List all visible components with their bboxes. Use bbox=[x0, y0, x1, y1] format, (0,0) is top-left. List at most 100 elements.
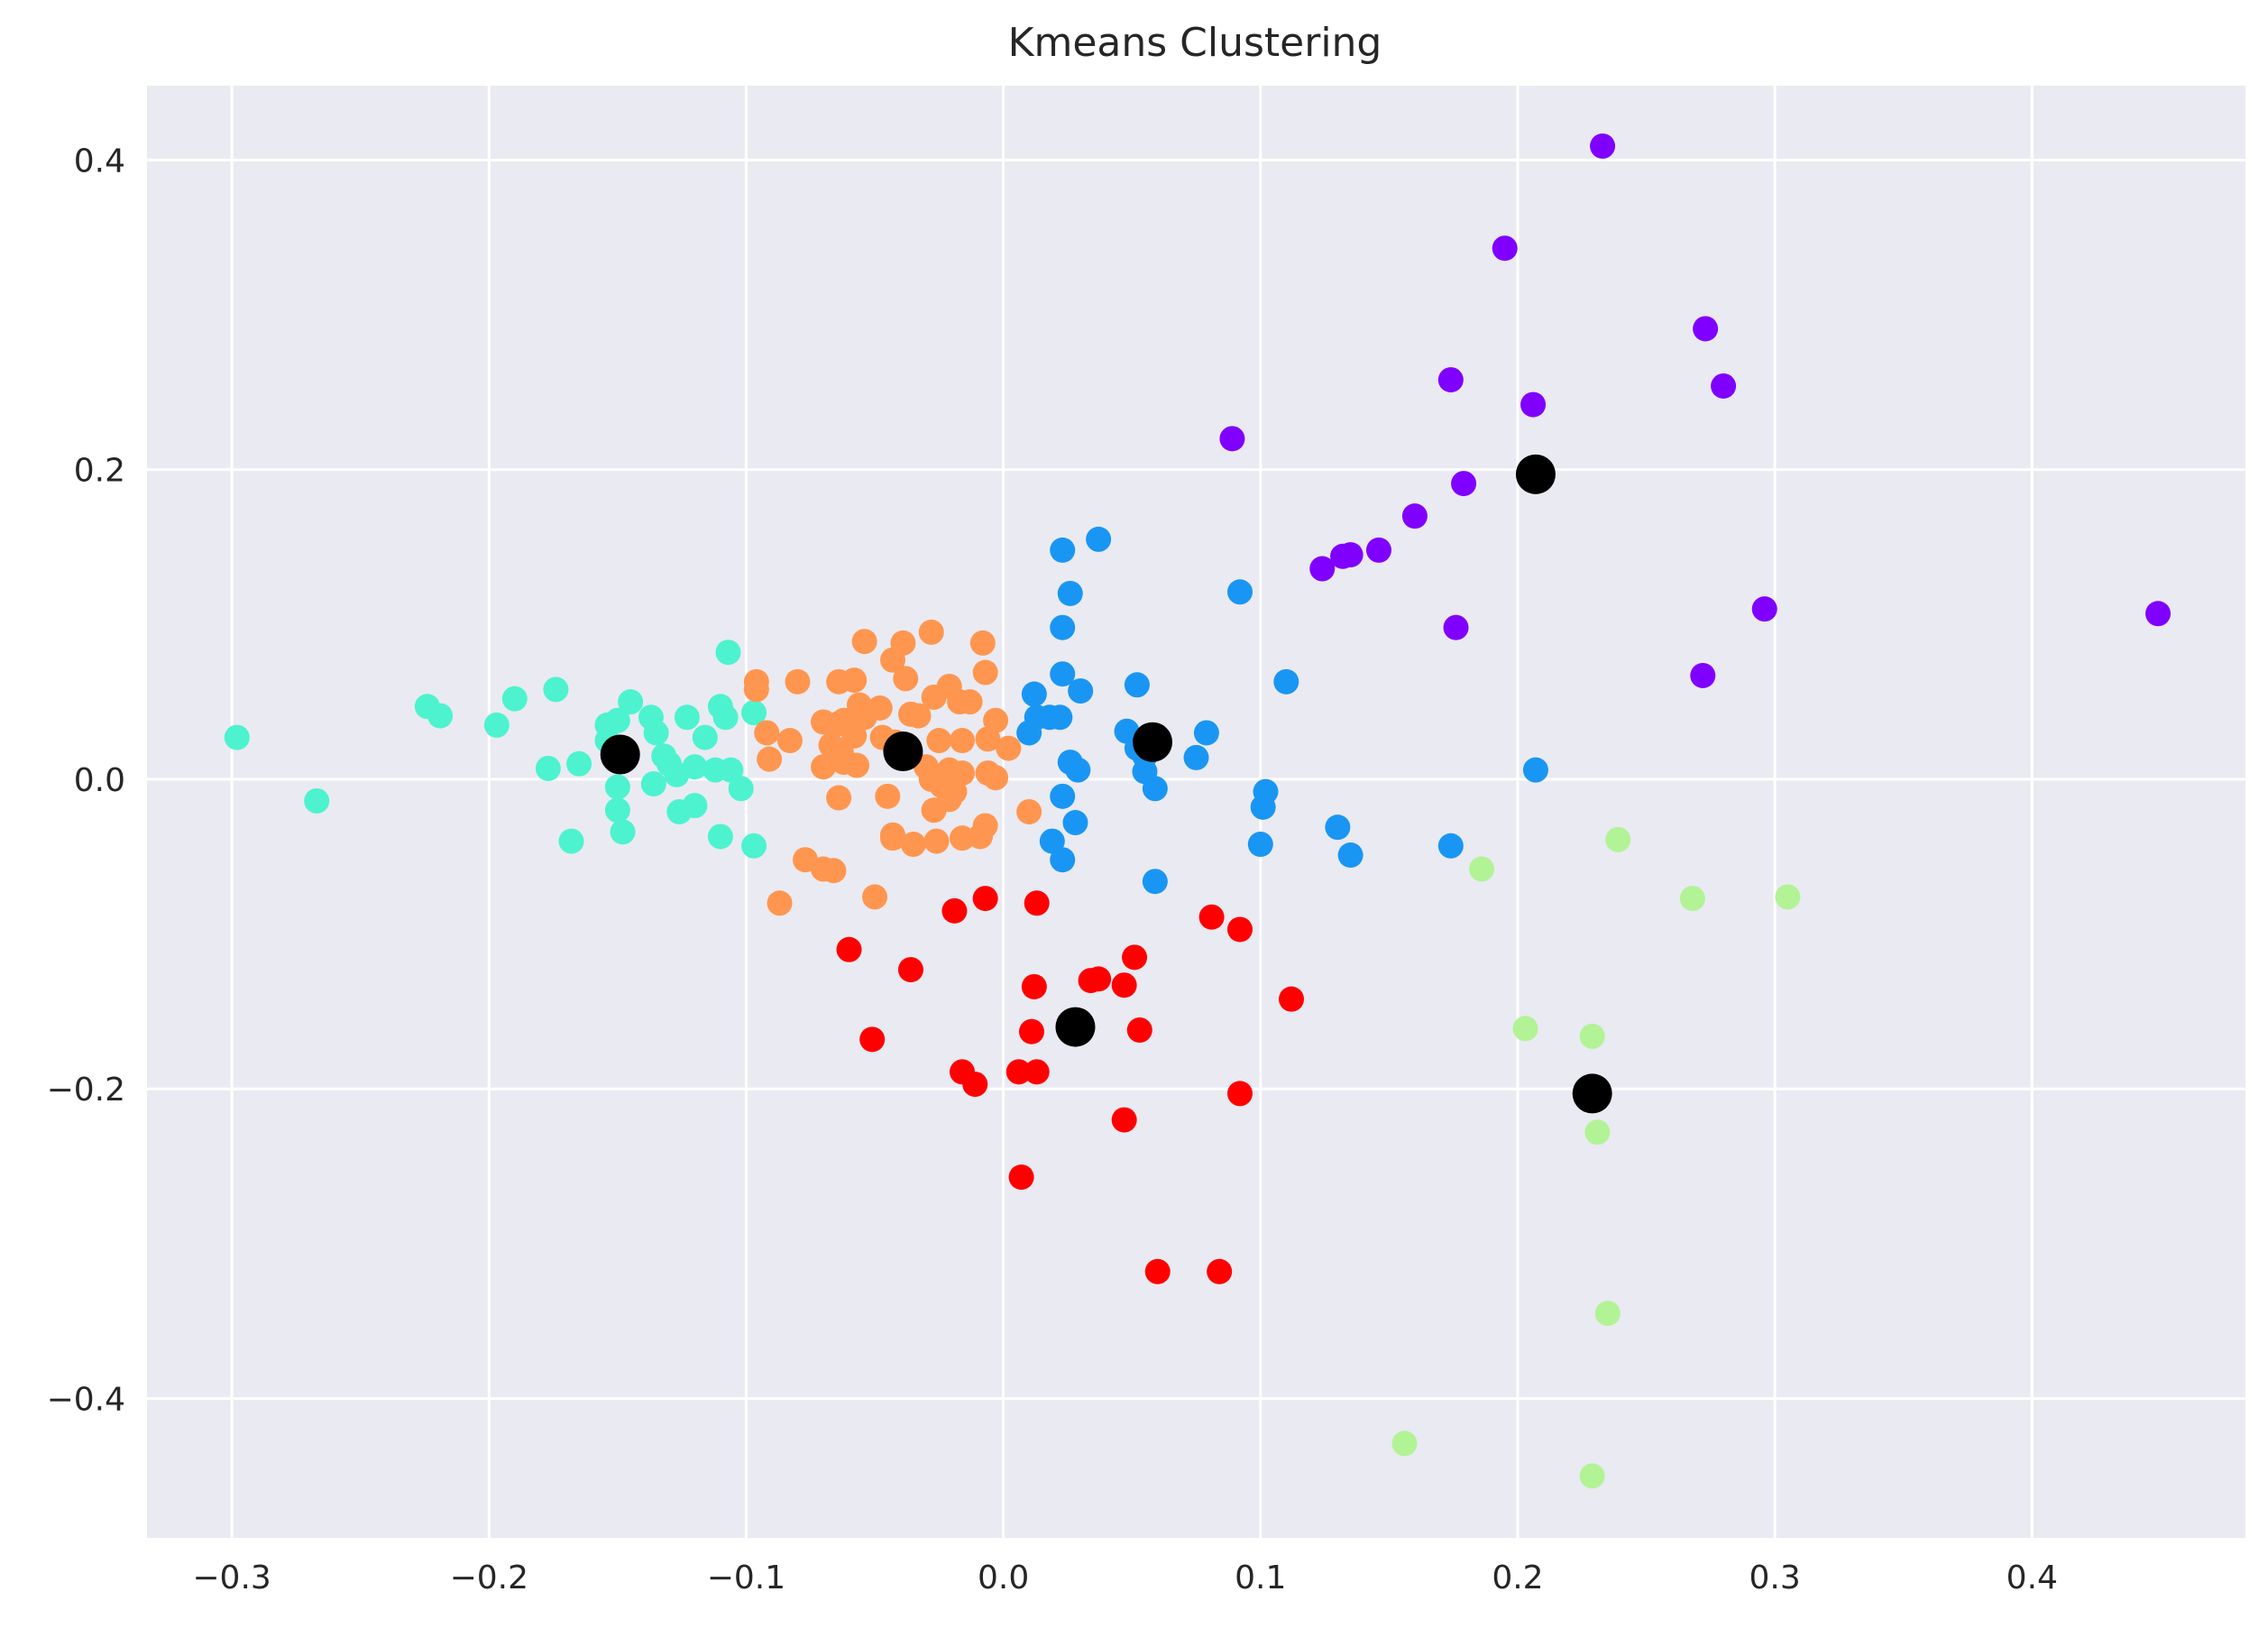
data-points bbox=[224, 133, 2172, 1489]
data-point bbox=[1309, 556, 1336, 582]
data-point bbox=[972, 886, 998, 912]
data-point bbox=[1008, 1164, 1034, 1191]
data-point bbox=[893, 666, 919, 692]
data-point bbox=[1437, 367, 1464, 393]
data-point bbox=[682, 754, 708, 780]
data-point bbox=[926, 728, 952, 754]
data-point bbox=[1226, 579, 1253, 605]
y-tick-label: 0.4 bbox=[74, 143, 125, 179]
data-point bbox=[712, 704, 739, 731]
y-tick-label: −0.2 bbox=[47, 1072, 125, 1109]
data-point bbox=[811, 754, 837, 780]
data-point bbox=[483, 712, 510, 738]
data-point bbox=[1330, 543, 1356, 569]
data-point bbox=[543, 676, 569, 703]
data-point bbox=[1492, 235, 1518, 262]
data-point bbox=[851, 629, 877, 655]
y-tick-label: 0.0 bbox=[74, 762, 125, 799]
data-point bbox=[1198, 904, 1225, 930]
data-point bbox=[957, 689, 983, 715]
data-point bbox=[1437, 833, 1464, 859]
data-point bbox=[304, 787, 330, 814]
data-point bbox=[1021, 973, 1047, 999]
data-point bbox=[918, 619, 944, 645]
data-point bbox=[640, 771, 666, 797]
centroid-marker bbox=[1055, 1007, 1096, 1047]
data-point bbox=[1016, 799, 1042, 824]
x-tick-label: −0.1 bbox=[707, 1560, 785, 1596]
data-point bbox=[427, 703, 454, 729]
data-point bbox=[1590, 133, 1616, 159]
data-point bbox=[1401, 503, 1428, 529]
centroid-marker bbox=[883, 731, 923, 772]
data-point bbox=[1219, 426, 1245, 452]
data-point bbox=[996, 735, 1022, 761]
data-point bbox=[558, 828, 584, 854]
data-point bbox=[1711, 373, 1737, 399]
data-point bbox=[1124, 672, 1150, 698]
data-point bbox=[1057, 580, 1083, 606]
data-point bbox=[776, 728, 803, 754]
data-point bbox=[1086, 526, 1112, 552]
data-point bbox=[1469, 856, 1495, 882]
data-point bbox=[875, 783, 901, 809]
data-point bbox=[923, 828, 950, 854]
data-point bbox=[1579, 1463, 1605, 1489]
data-point bbox=[1337, 842, 1364, 869]
data-point bbox=[1111, 972, 1137, 998]
data-point bbox=[1111, 1107, 1137, 1133]
data-point bbox=[1451, 471, 1477, 497]
data-point bbox=[1142, 776, 1168, 802]
data-point bbox=[1062, 810, 1088, 836]
centroid-marker bbox=[1515, 454, 1556, 494]
data-point bbox=[741, 833, 767, 859]
data-point bbox=[604, 797, 630, 824]
x-tick-label: 0.0 bbox=[978, 1560, 1029, 1596]
data-point bbox=[1520, 391, 1547, 418]
data-point bbox=[1679, 886, 1705, 912]
data-point bbox=[841, 667, 868, 694]
data-point bbox=[618, 689, 644, 715]
data-point bbox=[224, 724, 250, 750]
data-point bbox=[1126, 1017, 1152, 1044]
data-point bbox=[707, 824, 733, 850]
data-point bbox=[1024, 1059, 1050, 1085]
data-point bbox=[1018, 1018, 1044, 1044]
data-point bbox=[1512, 1016, 1538, 1042]
data-point bbox=[767, 890, 793, 916]
data-point bbox=[2145, 601, 2172, 627]
centroid-marker bbox=[600, 734, 640, 775]
data-point bbox=[1068, 678, 1094, 704]
data-point bbox=[566, 750, 592, 777]
x-tick-label: 0.4 bbox=[2006, 1560, 2058, 1596]
x-tick-label: 0.2 bbox=[1492, 1560, 1543, 1596]
data-point bbox=[1250, 794, 1276, 820]
data-point bbox=[1247, 832, 1273, 858]
data-point bbox=[1050, 847, 1076, 873]
data-point bbox=[1226, 1081, 1253, 1107]
data-point bbox=[1086, 966, 1112, 992]
data-point bbox=[501, 685, 528, 712]
data-point bbox=[1065, 757, 1091, 783]
data-point bbox=[1050, 537, 1076, 563]
data-point bbox=[1690, 662, 1716, 688]
data-point bbox=[975, 726, 1001, 752]
data-point bbox=[826, 785, 852, 811]
data-point bbox=[741, 700, 767, 726]
centroid-marker bbox=[1133, 722, 1173, 762]
data-point bbox=[1005, 1059, 1032, 1085]
data-point bbox=[1122, 944, 1148, 971]
data-point bbox=[1273, 668, 1299, 695]
data-point bbox=[1522, 757, 1548, 783]
data-point bbox=[1142, 869, 1168, 895]
data-point bbox=[1024, 890, 1050, 916]
data-point bbox=[900, 832, 926, 858]
data-point bbox=[941, 897, 968, 924]
data-point bbox=[728, 776, 754, 802]
data-point bbox=[604, 774, 630, 800]
data-point bbox=[1193, 720, 1219, 746]
x-tick-label: 0.3 bbox=[1749, 1560, 1801, 1596]
data-point bbox=[1207, 1258, 1233, 1284]
data-point bbox=[604, 707, 630, 733]
data-point bbox=[754, 720, 780, 746]
